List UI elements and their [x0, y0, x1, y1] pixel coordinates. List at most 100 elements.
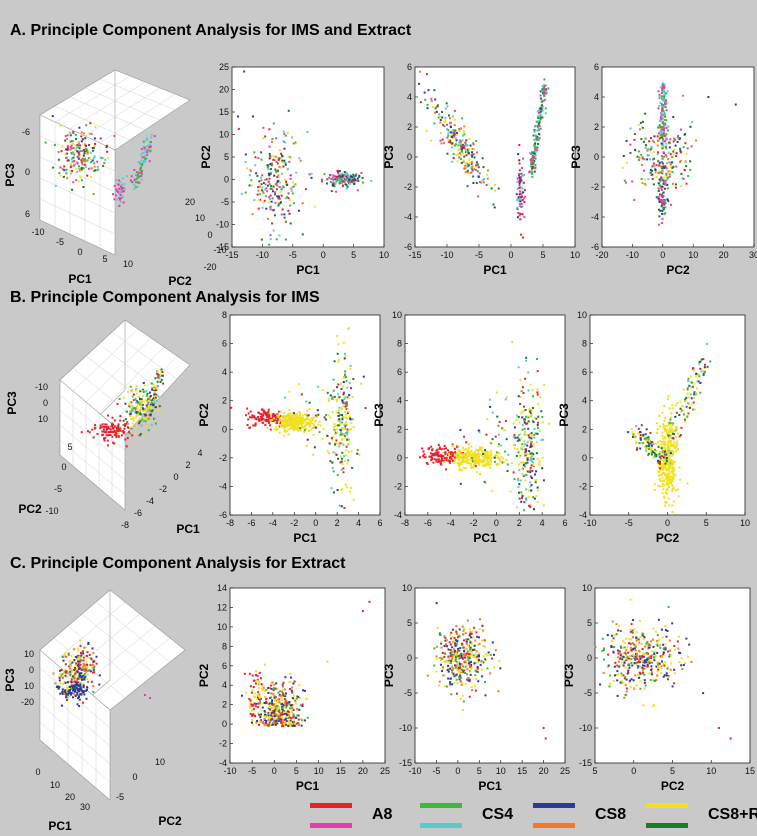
z-axis-label: PC3	[3, 163, 17, 187]
data-point	[468, 158, 471, 161]
data-point	[283, 706, 286, 709]
data-point	[294, 421, 297, 424]
data-point	[659, 117, 662, 120]
data-point	[72, 669, 75, 672]
data-point	[153, 393, 156, 396]
data-point	[258, 418, 261, 421]
data-point	[344, 405, 347, 408]
data-point	[342, 471, 345, 474]
data-point	[538, 462, 541, 465]
data-point	[61, 688, 64, 691]
data-point	[272, 122, 275, 125]
data-point	[74, 144, 77, 147]
data-point	[666, 431, 669, 434]
data-point	[686, 147, 689, 150]
data-point	[156, 370, 159, 373]
data-point	[69, 146, 72, 149]
data-point	[230, 406, 233, 409]
data-point	[523, 462, 526, 465]
data-point	[521, 416, 524, 419]
data-point	[699, 381, 702, 384]
data-point	[122, 177, 125, 180]
data-point	[654, 442, 657, 445]
data-point	[349, 174, 352, 177]
data-point	[532, 134, 535, 137]
data-point	[270, 171, 273, 174]
data-point	[312, 423, 315, 426]
data-point	[667, 421, 670, 424]
data-point	[522, 191, 525, 194]
data-point	[470, 455, 473, 458]
data-point	[658, 161, 661, 164]
data-point	[532, 165, 535, 168]
data-point	[644, 137, 647, 140]
data-point	[346, 433, 349, 436]
data-point	[684, 133, 687, 136]
data-point	[655, 450, 658, 453]
data-point	[338, 396, 341, 399]
data-point	[352, 426, 355, 429]
data-point	[74, 133, 77, 136]
data-point	[341, 184, 344, 187]
data-point	[664, 145, 667, 148]
data-point	[86, 651, 89, 654]
data-point	[124, 438, 127, 441]
data-point	[340, 468, 343, 471]
data-point	[523, 188, 526, 191]
data-point	[65, 152, 68, 155]
plot-area	[414, 587, 566, 764]
data-point	[147, 397, 150, 400]
y-tick-label: -4	[219, 758, 227, 768]
data-point	[650, 146, 653, 149]
data-point	[109, 428, 112, 431]
data-point	[139, 175, 142, 178]
data-point	[281, 723, 284, 726]
data-point	[517, 491, 520, 494]
data-point	[135, 171, 138, 174]
data-point	[478, 453, 481, 456]
data-point	[661, 434, 664, 437]
data-point	[284, 701, 287, 704]
data-point	[283, 412, 286, 415]
data-point	[256, 694, 259, 697]
scatter-points	[240, 600, 371, 728]
data-point	[63, 680, 66, 683]
data-point	[338, 445, 341, 448]
data-point	[643, 169, 646, 172]
data-point	[460, 161, 463, 164]
data-point	[282, 704, 285, 707]
data-point	[306, 409, 309, 412]
data-point	[298, 429, 301, 432]
data-point	[103, 162, 106, 165]
data-point	[634, 150, 637, 153]
data-point	[463, 452, 466, 455]
data-point	[665, 460, 668, 463]
data-point	[457, 445, 460, 448]
data-point	[91, 159, 94, 162]
data-point	[287, 418, 290, 421]
data-point	[662, 437, 665, 440]
data-point	[157, 376, 160, 379]
data-point	[348, 394, 351, 397]
data-point	[671, 454, 674, 457]
data-point	[66, 137, 69, 140]
data-point	[497, 424, 500, 427]
data-point	[306, 438, 309, 441]
data-point	[84, 165, 87, 168]
data-point	[483, 456, 486, 459]
data-point	[114, 194, 117, 197]
data-point	[462, 461, 465, 464]
data-point	[148, 418, 151, 421]
data-point	[539, 136, 542, 139]
data-point	[658, 199, 661, 202]
data-point	[662, 151, 665, 154]
data-point	[477, 457, 480, 460]
data-point	[78, 690, 81, 693]
data-point	[660, 440, 663, 443]
data-point	[530, 441, 533, 444]
y-tick-label: 4	[222, 680, 227, 690]
data-point	[463, 435, 466, 438]
data-point	[283, 698, 286, 701]
data-point	[633, 138, 636, 141]
data-point	[471, 155, 474, 158]
